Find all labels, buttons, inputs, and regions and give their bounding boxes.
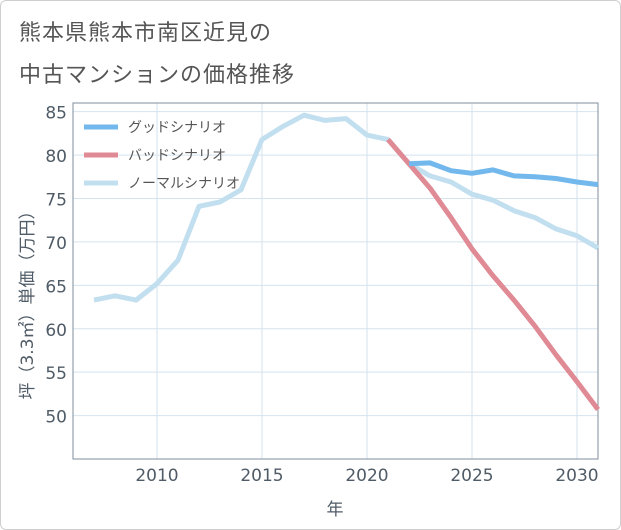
y-tick-label: 85 xyxy=(45,104,67,124)
legend-label-2[interactable]: ノーマルシナリオ xyxy=(128,176,240,192)
y-tick-label: 50 xyxy=(45,408,67,428)
y-tick-label: 60 xyxy=(45,321,67,341)
grid xyxy=(73,103,598,459)
y-tick-label: 80 xyxy=(45,147,67,167)
x-tick-label: 2015 xyxy=(240,466,283,486)
x-tick-label: 2025 xyxy=(450,466,493,486)
y-axis-label: 坪（3.3㎡）単価（万円） xyxy=(18,202,38,399)
chart-title-line-1: 熊本県熊本市南区近見の xyxy=(19,21,273,46)
series-line-2 xyxy=(93,112,600,303)
y-tick-label: 55 xyxy=(45,364,67,384)
series xyxy=(93,112,600,412)
x-tick-label: 2010 xyxy=(135,466,178,486)
x-tick-label: 2020 xyxy=(345,466,388,486)
x-axis-label: 年 xyxy=(327,500,344,520)
plot-frame xyxy=(72,102,599,460)
x-tick-label: 2030 xyxy=(555,466,598,486)
legend-label-1[interactable]: バッドシナリオ xyxy=(128,148,226,164)
axes: 50 55 60 65 70 75 80 85 2010 2015 2020 2025 2030 xyxy=(45,104,598,486)
y-tick-label: 70 xyxy=(45,234,67,254)
y-tick-label: 65 xyxy=(45,277,67,297)
legend-label-0[interactable]: グッドシナリオ xyxy=(128,120,226,136)
series-line-1 xyxy=(386,137,600,412)
chart-title-line-2: 中古マンションの価格推移 xyxy=(19,63,296,88)
series-line-0 xyxy=(408,160,599,188)
y-tick-label: 75 xyxy=(45,191,67,211)
